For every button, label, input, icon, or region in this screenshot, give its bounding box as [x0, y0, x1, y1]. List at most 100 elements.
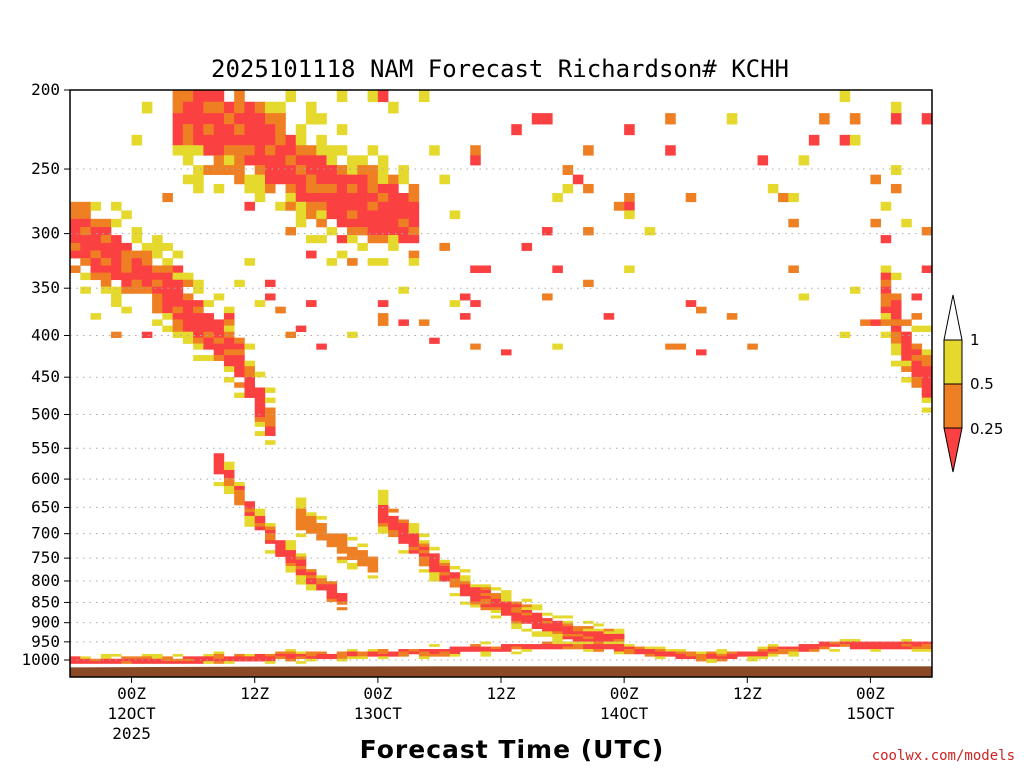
ri-cell	[459, 569, 471, 573]
ri-cell	[244, 501, 256, 506]
ri-cell	[665, 653, 676, 657]
ri-cell	[80, 658, 91, 662]
ri-cell	[131, 258, 143, 266]
ri-cell	[152, 319, 163, 326]
ri-cell	[778, 646, 789, 650]
ri-cell	[398, 227, 409, 236]
ri-cell	[347, 649, 358, 652]
ri-cell	[367, 174, 379, 185]
ri-cell	[223, 661, 235, 664]
ri-cell	[644, 646, 656, 650]
ri-cell	[439, 562, 450, 567]
ri-cell	[223, 343, 235, 350]
ri-cell	[921, 113, 933, 125]
ri-cell	[572, 626, 584, 630]
ri-cell	[398, 519, 409, 524]
ri-cell	[203, 313, 214, 320]
ri-cell	[439, 242, 450, 251]
ri-cell	[244, 174, 256, 185]
ri-cell	[429, 578, 440, 582]
ri-cell	[121, 279, 132, 287]
ri-cell	[880, 641, 892, 645]
ri-cell	[890, 183, 902, 194]
ri-cell	[542, 641, 553, 645]
ri-cell	[223, 155, 235, 166]
ri-cell	[377, 653, 389, 657]
ri-cell	[336, 192, 348, 203]
ri-cell	[326, 593, 338, 597]
ri-cell	[511, 615, 522, 619]
ri-cell	[377, 300, 389, 307]
ri-cell	[921, 377, 933, 383]
ri-cell	[182, 279, 194, 287]
ri-cell	[193, 165, 204, 175]
ri-cell	[70, 242, 81, 251]
ri-cell	[542, 113, 553, 125]
ri-cell	[316, 155, 327, 166]
ri-cell	[193, 337, 204, 344]
ri-cell	[418, 550, 430, 554]
ri-cell	[223, 134, 235, 146]
ri-cell	[316, 235, 327, 244]
ri-cell	[388, 242, 399, 251]
ri-cell	[275, 543, 286, 548]
ri-cell	[367, 649, 379, 652]
ri-cell	[275, 653, 286, 657]
ri-cell	[275, 546, 286, 551]
ri-cell	[788, 651, 799, 655]
ri-cell	[316, 653, 327, 657]
ri-cell	[223, 124, 235, 136]
ri-cell	[285, 543, 297, 548]
ri-cell	[501, 609, 512, 614]
ri-cell	[562, 633, 574, 637]
ri-cell	[388, 515, 399, 520]
ri-cell	[624, 210, 635, 220]
ri-cell	[921, 407, 933, 413]
ri-cell	[213, 661, 225, 664]
ri-cell	[234, 155, 245, 166]
ri-cell	[152, 265, 163, 273]
x-tick-year-0: 2025	[112, 724, 151, 743]
ri-cell	[429, 562, 440, 567]
ri-cell	[326, 183, 338, 194]
ri-cell	[336, 595, 348, 600]
ri-cell	[377, 227, 389, 236]
ri-cell	[531, 620, 543, 624]
ri-cell	[203, 145, 214, 156]
ri-cell	[213, 349, 225, 356]
ri-cell	[152, 272, 163, 281]
ri-cell	[193, 656, 204, 660]
ri-cell	[890, 646, 902, 650]
ri-cell	[521, 646, 533, 650]
ri-cell	[182, 337, 194, 344]
ri-cell	[439, 653, 450, 657]
ri-cell	[798, 646, 810, 650]
ri-cell	[911, 343, 923, 350]
ri-cell	[501, 649, 512, 652]
ri-cell	[285, 562, 297, 567]
ri-cell	[234, 279, 245, 287]
ri-cell	[172, 319, 184, 326]
ri-cell	[234, 165, 245, 175]
ri-cell	[285, 540, 297, 544]
ri-cell	[695, 349, 707, 356]
ri-cell	[408, 227, 420, 236]
ri-cell	[193, 134, 204, 146]
ri-cell	[316, 201, 327, 211]
ri-cell	[613, 636, 625, 640]
ri-cell	[193, 183, 204, 194]
ri-cell	[336, 165, 348, 175]
ri-cell	[459, 646, 471, 650]
ri-cell	[326, 174, 338, 185]
ri-cell	[552, 265, 563, 273]
ri-cell	[285, 145, 297, 156]
ri-cell	[572, 628, 584, 632]
ri-cell	[182, 325, 194, 332]
ri-cell	[306, 578, 317, 582]
ri-cell	[429, 653, 440, 657]
ri-cell	[880, 272, 892, 281]
ri-cell	[306, 572, 317, 576]
x-tick-label-3: 12Z	[487, 684, 516, 703]
ri-cell	[336, 601, 348, 605]
ri-cell	[449, 578, 461, 582]
